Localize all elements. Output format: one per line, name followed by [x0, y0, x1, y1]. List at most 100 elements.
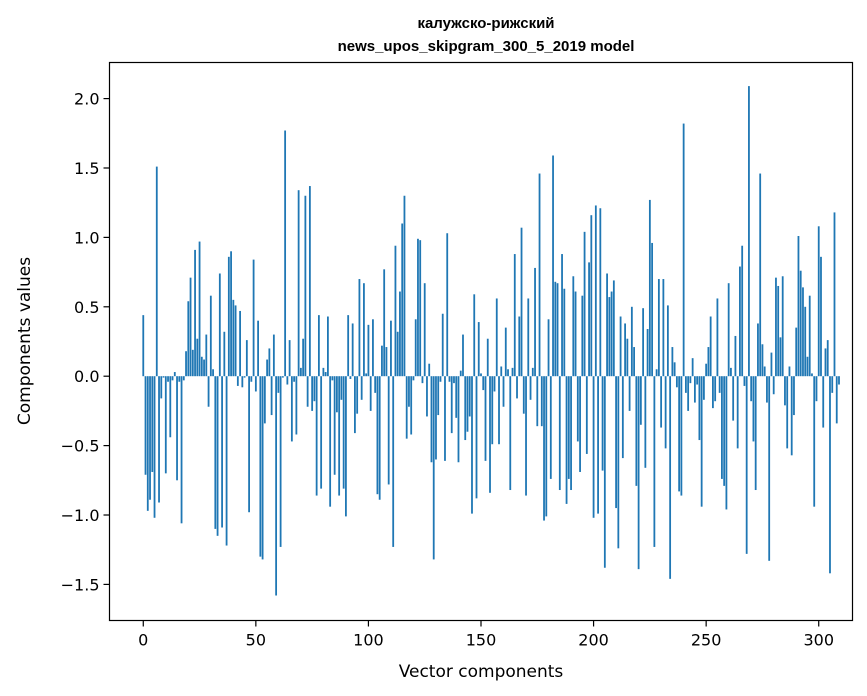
bar: [700, 376, 703, 507]
bar: [477, 322, 480, 377]
bar: [662, 279, 665, 377]
bar: [430, 376, 433, 463]
bar: [367, 324, 370, 377]
bar: [394, 245, 397, 377]
bar: [263, 376, 266, 424]
bar: [241, 376, 244, 388]
bar: [498, 376, 500, 445]
bar: [572, 276, 575, 377]
bar: [633, 347, 635, 377]
bar: [518, 316, 521, 377]
bar: [455, 376, 458, 418]
bar: [646, 329, 649, 377]
bar: [603, 376, 606, 568]
bar: [725, 376, 728, 510]
bar: [290, 376, 293, 442]
bar: [365, 373, 368, 377]
bar: [347, 315, 350, 377]
bar: [185, 351, 187, 377]
bar: [820, 256, 822, 377]
bar: [813, 376, 816, 507]
bar: [522, 376, 525, 414]
x-tick-label: 300: [803, 631, 834, 650]
bar: [401, 223, 404, 377]
bar: [822, 376, 825, 428]
bar: [838, 376, 840, 385]
bar: [261, 376, 264, 560]
bar: [315, 376, 318, 496]
bar: [419, 240, 422, 377]
bar: [324, 372, 327, 377]
bar: [567, 376, 570, 479]
bar: [142, 315, 145, 377]
bar: [173, 372, 176, 377]
bar: [786, 376, 789, 449]
bar: [660, 376, 663, 428]
bar: [547, 319, 550, 377]
bar: [581, 295, 584, 377]
bar: [144, 376, 147, 475]
bar: [448, 376, 451, 382]
bar: [286, 376, 289, 385]
y-tick-label: 2.0: [74, 90, 99, 109]
bar: [489, 376, 491, 493]
bar: [491, 376, 494, 445]
bar: [671, 347, 674, 377]
bar: [509, 376, 512, 491]
bar: [583, 231, 586, 377]
bar: [808, 295, 811, 377]
bar: [511, 367, 514, 377]
bar: [513, 254, 516, 377]
x-tick-label: 250: [691, 631, 722, 650]
bar: [358, 279, 361, 377]
bar: [421, 376, 424, 384]
bar: [748, 86, 750, 377]
bar: [218, 273, 221, 377]
bar: [608, 297, 611, 377]
bar: [520, 227, 523, 377]
bar: [164, 376, 167, 474]
bar: [721, 376, 723, 479]
bar: [423, 283, 426, 377]
bar: [453, 376, 455, 384]
bar: [464, 376, 467, 441]
bar: [293, 376, 296, 382]
bar: [554, 281, 557, 377]
bar: [450, 376, 453, 434]
bar: [480, 373, 482, 377]
bar: [482, 376, 485, 391]
bar: [187, 301, 190, 377]
x-tick-label: 50: [246, 631, 266, 650]
bar: [718, 376, 721, 393]
bar: [390, 320, 392, 377]
bar: [687, 376, 690, 411]
bar: [248, 376, 250, 513]
bar: [432, 376, 435, 560]
bar: [414, 319, 417, 377]
bar: [412, 376, 415, 381]
bar: [784, 376, 786, 406]
bar: [752, 376, 755, 442]
bar: [682, 123, 685, 377]
bar: [331, 376, 334, 381]
bar: [426, 376, 428, 417]
bar: [585, 376, 588, 454]
bar: [205, 334, 208, 377]
bar: [500, 366, 503, 377]
bar: [680, 376, 683, 496]
bar: [214, 376, 217, 529]
bar: [615, 376, 617, 509]
bar: [327, 316, 329, 377]
bar: [227, 256, 230, 377]
bar: [446, 233, 449, 377]
bar: [345, 376, 347, 517]
bar: [788, 366, 791, 377]
bar: [383, 269, 386, 377]
bar: [171, 376, 174, 381]
bar: [543, 376, 545, 521]
bar: [745, 376, 748, 554]
bar: [459, 370, 462, 377]
bar: [574, 291, 577, 377]
